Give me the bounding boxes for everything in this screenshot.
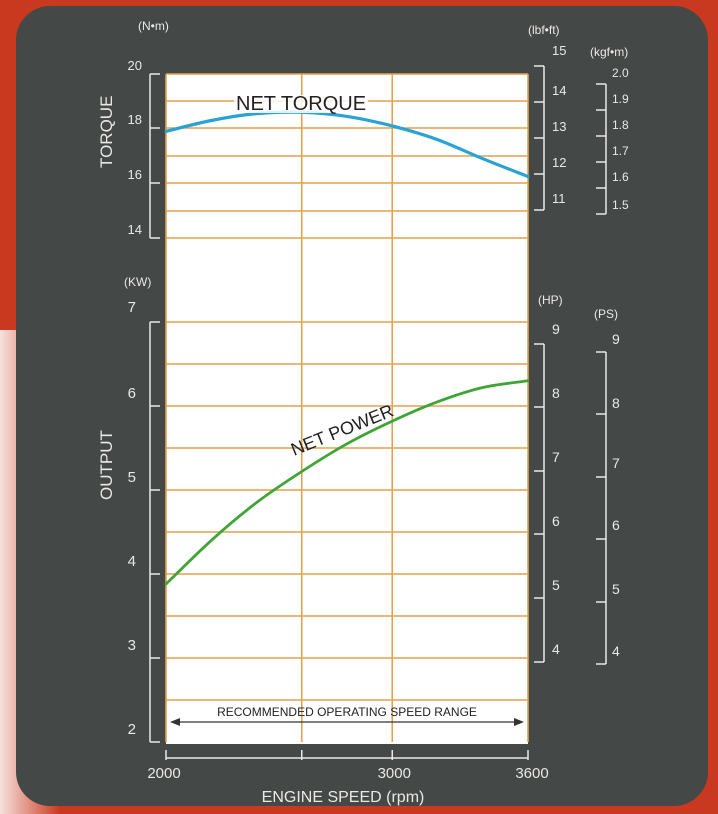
x-tick-label: 3000 — [378, 765, 411, 782]
torque-kgfm-tick-label: 1.5 — [612, 198, 629, 212]
output-hp-tick-label: 7 — [552, 449, 560, 465]
torque-kgfm-unit: (kgf•m) — [590, 45, 628, 59]
x-tick-label: 3600 — [515, 765, 548, 782]
output-ps-tick-label: 8 — [612, 395, 620, 411]
torque-kgfm-tick-label: 2.0 — [612, 66, 629, 80]
torque-nm-tick-label: 14 — [128, 222, 142, 237]
output-kw-tick-label: 7 — [128, 299, 136, 316]
torque-kgfm-tick-label: 1.7 — [612, 144, 629, 158]
torque-nm-tick-label: 20 — [128, 58, 142, 73]
output-ps-tick-label: 4 — [612, 643, 620, 659]
output-ps-tick-label: 6 — [612, 517, 620, 533]
output-kw-tick-label: 3 — [128, 637, 136, 654]
output-ps-tick-label: 5 — [612, 581, 620, 597]
gridlines — [165, 73, 529, 742]
output-axis-title: OUTPUT — [97, 430, 116, 500]
torque-label-backing — [234, 95, 369, 113]
torque-lbfft-tick-label: 11 — [552, 191, 566, 206]
range-arrow-left-icon — [170, 718, 180, 726]
output-hp-tick-label: 9 — [552, 321, 560, 337]
output-ps-tick-label: 7 — [612, 455, 620, 471]
output-kw-tick-label: 4 — [128, 553, 136, 570]
torque-nm-tick-label: 18 — [128, 112, 142, 127]
torque-nm-tick-label: 16 — [128, 167, 142, 182]
range-arrow-right-icon — [514, 718, 524, 726]
torque-axis-title: TORQUE — [97, 96, 116, 168]
output-hp-tick-label: 4 — [552, 641, 560, 657]
x-axis-label: ENGINE SPEED (rpm) — [262, 789, 425, 806]
x-tick-label: 2000 — [147, 765, 180, 782]
torque-lbfft-unit: (lbf•ft) — [528, 23, 560, 37]
torque-kgfm-tick-label: 1.8 — [612, 118, 629, 132]
output-ps-tick-label: 9 — [612, 331, 620, 347]
output-hp-tick-label: 8 — [552, 385, 560, 401]
output-ps-unit: (PS) — [594, 307, 618, 321]
output-kw-tick-label: 5 — [128, 469, 136, 486]
torque-kgfm-tick-label: 1.6 — [612, 170, 629, 184]
output-kw-unit: (KW) — [124, 275, 151, 289]
axes: 20 18 16 14 15 14 13 12 11 2.0 1.9 1.8 1.7 1.6 1.5 7 6 5 4… — [128, 43, 629, 782]
curves — [164, 95, 530, 586]
torque-lbfft-tick-label: 14 — [552, 83, 566, 98]
net-torque-curve — [164, 110, 530, 179]
torque-kgfm-tick-label: 1.9 — [612, 92, 629, 106]
output-hp-tick-label: 5 — [552, 577, 560, 593]
torque-lbfft-tick-label: 13 — [552, 119, 566, 134]
torque-nm-unit: (N•m) — [138, 19, 169, 33]
plot-area — [166, 74, 528, 744]
net-power-curve — [164, 379, 530, 586]
output-kw-tick-label: 2 — [128, 721, 136, 738]
output-hp-tick-label: 6 — [552, 513, 560, 529]
output-kw-tick-label: 6 — [128, 385, 136, 402]
net-torque-label: NET TORQUE — [236, 93, 366, 115]
torque-lbfft-tick-label: 15 — [552, 43, 566, 58]
torque-lbfft-tick-label: 12 — [552, 155, 566, 170]
recommended-range-label: RECOMMENDED OPERATING SPEED RANGE — [217, 705, 477, 719]
output-hp-unit: (HP) — [538, 293, 563, 307]
